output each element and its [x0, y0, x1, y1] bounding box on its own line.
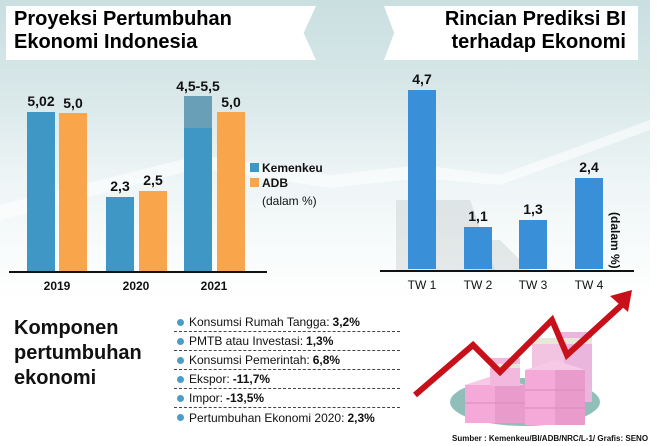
- legend-kemenkeu: Kemenkeu: [250, 160, 323, 175]
- label-tw3: 1,3: [523, 201, 543, 217]
- label-2021-kemenkeu: 4,5-5,5: [176, 78, 220, 94]
- left-chart-title: Proyeksi Pertumbuhan Ekonomi Indonesia: [14, 8, 232, 53]
- tick-tw2: TW 2: [463, 278, 493, 292]
- bar-tw1: [408, 90, 436, 269]
- left-title-banner: [6, 6, 316, 60]
- bullet-icon: [177, 356, 184, 364]
- label-tw1: 4,7: [412, 71, 432, 87]
- komponen-list: Konsumsi Rumah Tangga: 3,2% PMTB atau In…: [174, 313, 400, 427]
- komponen-title: Komponen pertumbuhan ekonomi: [14, 317, 142, 389]
- list-item: Konsumsi Rumah Tangga: 3,2%: [174, 313, 400, 332]
- label-2020-kemenkeu: 2,3: [110, 178, 130, 194]
- tick-tw3: TW 3: [518, 278, 548, 292]
- bar-2020-kemenkeu: [106, 197, 134, 271]
- background-swoosh: [0, 0, 650, 300]
- money-growth-illustration: [413, 290, 632, 426]
- legend-swatch-adb: [250, 178, 259, 187]
- list-item: Ekspor: -11,7%: [174, 370, 400, 389]
- list-item: PMTB atau Investasi: 1,3%: [174, 332, 400, 351]
- label-2020-adb: 2,5: [143, 172, 163, 188]
- legend-unit: (dalam %): [262, 194, 317, 208]
- bar-2021-adb: [217, 112, 245, 271]
- bullet-icon: [177, 318, 184, 326]
- money-stack-left-icon: [465, 358, 525, 423]
- bar-tw3: [519, 220, 547, 269]
- bar-2021-kemenkeu: [184, 128, 212, 271]
- tick-tw1: TW 1: [407, 278, 437, 292]
- right-x-axis: [380, 270, 634, 272]
- label-tw2: 1,1: [468, 208, 488, 224]
- list-item: Impor: -13,5%: [174, 389, 400, 408]
- source-credit: Sumber : Kemenkeu/BI/ADB/NRC/L-1/ Grafis…: [452, 434, 649, 443]
- legend-swatch-kemenkeu: [250, 163, 259, 172]
- bullet-icon: [177, 337, 184, 345]
- tick-tw4: TW 4: [574, 278, 604, 292]
- tick-2020: 2020: [122, 279, 150, 293]
- tick-2019: 2019: [43, 279, 71, 293]
- label-2021-adb: 5,0: [221, 94, 241, 110]
- money-stack-right-icon: [525, 360, 585, 425]
- bullet-icon: [177, 394, 184, 402]
- legend-adb: ADB: [250, 175, 323, 190]
- bar-tw2: [464, 227, 492, 269]
- left-x-axis: [9, 271, 267, 273]
- bullet-icon: [177, 414, 184, 421]
- right-chart-title: Rincian Prediksi BI terhadap Ekonomi: [444, 8, 626, 53]
- bar-2019-kemenkeu: [27, 112, 55, 271]
- left-chart-legend: Kemenkeu ADB (dalam %): [250, 160, 323, 208]
- list-item: Pertumbuhan Ekonomi 2020: 2,3%: [174, 408, 400, 427]
- rising-arrow-icon: [413, 290, 632, 398]
- bullet-icon: [177, 375, 184, 383]
- right-chart-unit: (dalam %): [608, 212, 622, 269]
- list-item: Konsumsi Pemerintah: 6,8%: [174, 351, 400, 370]
- bar-2020-adb: [139, 191, 167, 271]
- label-tw4: 2,4: [579, 159, 599, 175]
- label-2019-adb: 5,0: [63, 95, 83, 111]
- tick-2021: 2021: [200, 279, 228, 293]
- bar-2019-adb: [59, 113, 87, 271]
- bar-2021-kemenkeu-range: [184, 96, 212, 128]
- bar-tw4: [575, 178, 603, 269]
- right-title-banner: [384, 6, 638, 60]
- label-2019-kemenkeu: 5,02: [27, 93, 55, 109]
